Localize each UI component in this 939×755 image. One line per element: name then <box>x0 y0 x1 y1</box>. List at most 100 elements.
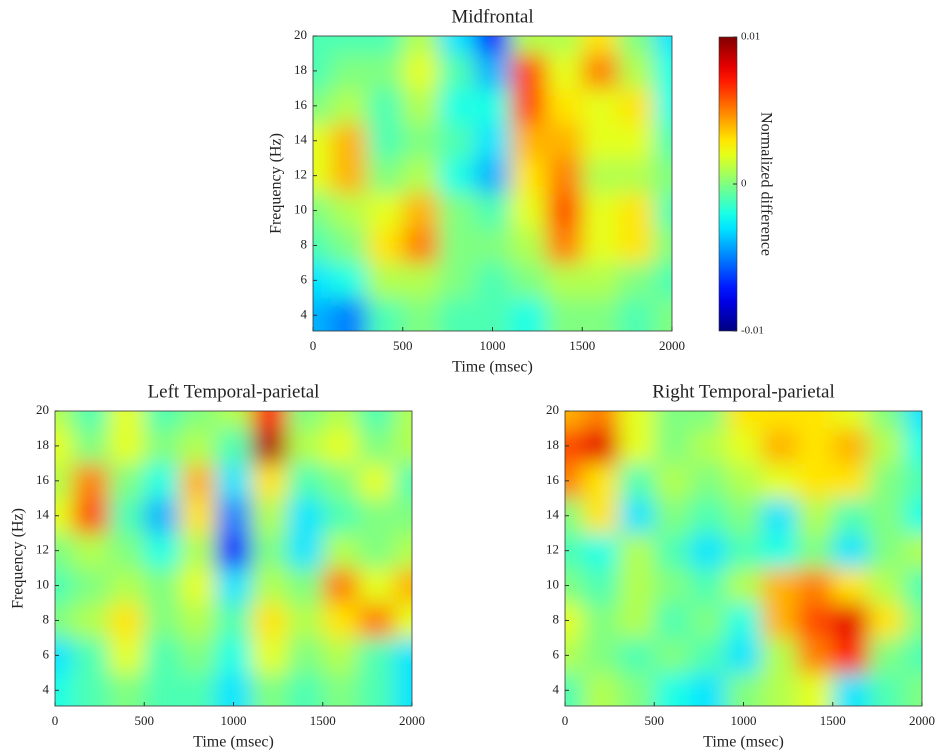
heatmap-cell <box>438 193 476 229</box>
heatmap-cell <box>330 123 368 159</box>
heatmap-cell <box>582 568 620 604</box>
heatmap-cell <box>55 411 74 429</box>
y-tick-label: 20 <box>36 402 49 417</box>
heatmap-cell <box>797 533 834 569</box>
x-tick-label: 1500 <box>569 338 595 353</box>
heatmap-cell <box>366 297 404 331</box>
heatmap-cell <box>402 228 440 264</box>
heatmap-cell <box>287 411 324 429</box>
heatmap-cell <box>394 463 412 499</box>
heatmap-cell <box>55 637 74 674</box>
heatmap-cell <box>725 463 762 499</box>
heatmap-cell <box>366 228 404 264</box>
heatmap-cell <box>904 498 922 534</box>
heatmap-cell <box>689 428 727 464</box>
y-tick-label: 20 <box>294 27 307 42</box>
heatmap-cell <box>725 428 762 464</box>
heatmap-cell <box>251 533 288 569</box>
heatmap-cell <box>394 533 412 569</box>
heatmap-cell <box>322 568 359 604</box>
heatmap-cell <box>761 498 798 534</box>
heatmap-cell <box>313 53 332 89</box>
heatmap-cell <box>215 411 252 429</box>
heatmap-cell <box>618 672 655 706</box>
heatmap-cell <box>287 498 324 534</box>
y-tick-label: 18 <box>546 437 559 452</box>
heatmap-cell <box>474 262 511 299</box>
y-tick-label: 20 <box>546 402 559 417</box>
y-tick-label: 16 <box>546 472 560 487</box>
heatmap-cell <box>72 533 110 569</box>
heatmap-cell <box>904 411 922 429</box>
heatmap-cell <box>725 533 762 569</box>
heatmap-cell <box>313 262 332 299</box>
heatmap-cell <box>55 672 74 706</box>
chart-title: Midfrontal <box>451 6 533 27</box>
x-tick-label: 2000 <box>659 338 685 353</box>
heatmap-cell <box>797 568 834 604</box>
heatmap-cell <box>654 672 691 706</box>
heatmap-cell <box>366 88 404 124</box>
heatmap-cell <box>725 637 762 674</box>
heatmap-cell <box>797 498 834 534</box>
heatmap-cell <box>868 428 905 464</box>
heatmap-cell <box>797 672 834 706</box>
heatmap-cell <box>313 36 332 54</box>
heatmap-cell <box>438 262 476 299</box>
y-tick-label: 18 <box>36 437 49 452</box>
heatmap-cell <box>565 637 584 674</box>
heatmap-cell <box>358 498 395 534</box>
heatmap-cell <box>366 262 404 299</box>
x-tick-label: 2000 <box>399 713 425 728</box>
heatmap-cell <box>402 88 440 124</box>
heatmap-cell <box>565 411 584 429</box>
heatmap-cell <box>832 428 869 464</box>
heatmap-cell <box>144 498 181 534</box>
heatmap-cell <box>438 297 476 331</box>
x-tick-label: 0 <box>310 338 317 353</box>
heatmap-cell <box>108 428 145 464</box>
heatmap-cell <box>402 53 440 89</box>
y-tick-label: 8 <box>301 236 308 251</box>
x-axis-label: Time (msec) <box>452 359 533 376</box>
heatmap-cell <box>358 428 395 464</box>
heatmap-cell <box>330 228 368 264</box>
heatmap-cell <box>582 158 619 194</box>
heatmap-cell <box>761 428 798 464</box>
heatmap-cell <box>654 158 672 194</box>
heatmap-cell <box>402 297 440 331</box>
x-tick-label: 500 <box>135 713 155 728</box>
heatmap-cell <box>144 411 181 429</box>
y-tick-label: 4 <box>43 681 50 696</box>
chart-title: Right Temporal-parietal <box>652 381 834 402</box>
heatmap-cell <box>761 463 798 499</box>
heatmap-cell <box>215 637 252 674</box>
heatmap-cell <box>330 36 368 54</box>
heatmap-cell <box>618 603 655 639</box>
heatmap-cell <box>582 463 620 499</box>
heatmap-cell <box>618 411 655 429</box>
heatmap-cell <box>618 193 655 229</box>
heatmap-cell <box>179 463 217 499</box>
heatmap-cell <box>761 672 798 706</box>
heatmap-cell <box>546 158 583 194</box>
heatmap-cell <box>330 193 368 229</box>
heatmap-cell <box>474 88 511 124</box>
y-tick-label: 6 <box>301 271 308 286</box>
heatmap-cell <box>582 262 619 299</box>
heatmap-cell <box>474 53 511 89</box>
heatmap-cell <box>215 672 252 706</box>
heatmap-cell <box>402 262 440 299</box>
heatmap-cell <box>108 637 145 674</box>
heatmap-cell <box>654 297 672 331</box>
heatmap-cell <box>322 411 359 429</box>
x-tick-label: 1000 <box>731 713 757 728</box>
heatmap-cell <box>72 603 110 639</box>
y-tick-label: 4 <box>301 306 308 321</box>
heatmap-cell <box>689 568 727 604</box>
colorbar-label: Normalized difference <box>757 112 774 256</box>
heatmap-cell <box>358 603 395 639</box>
heatmap-cell <box>438 88 476 124</box>
y-tick-label: 18 <box>294 62 307 77</box>
heatmap-cell <box>582 297 619 331</box>
